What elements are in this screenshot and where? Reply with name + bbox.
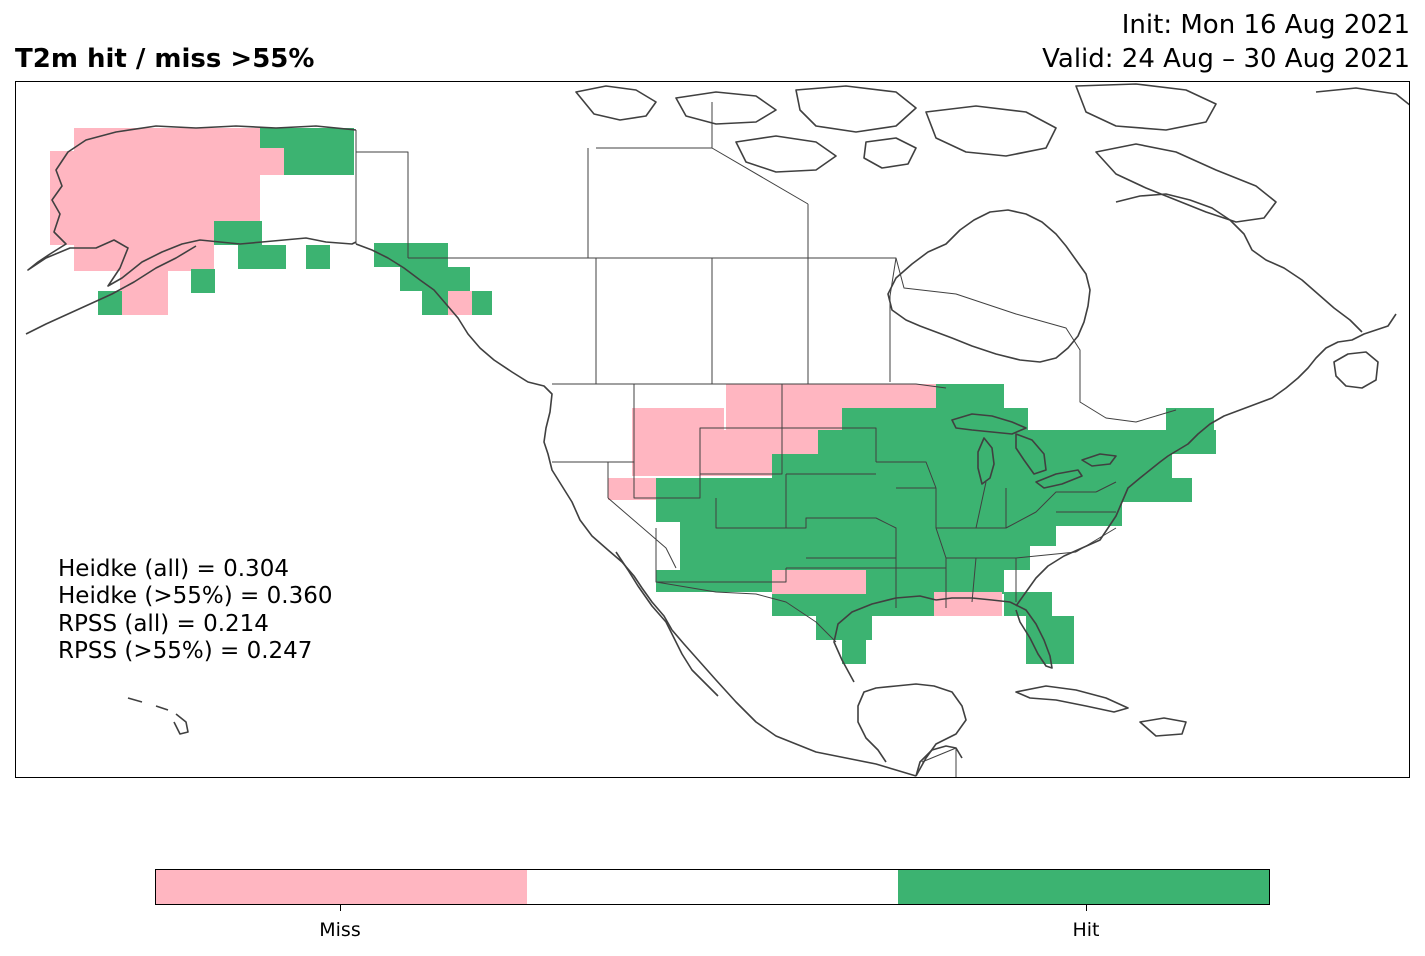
miss-cell	[50, 221, 74, 245]
bc-coast	[355, 243, 673, 631]
hit-cell	[1190, 430, 1214, 454]
gulf-coast	[857, 683, 967, 777]
miss-cell	[260, 148, 284, 175]
hit-cell	[191, 269, 215, 293]
hit-cell	[238, 245, 286, 269]
lake-erie	[1035, 469, 1083, 489]
colorbar-miss-segment	[156, 870, 527, 904]
coastlines-and-borders	[25, 83, 1409, 777]
hit-cell	[842, 640, 866, 664]
hit-cell	[656, 570, 772, 592]
us-canada-border	[408, 257, 1177, 423]
political-borders	[355, 102, 1177, 777]
arctic-island-4	[925, 105, 1057, 157]
colorbar-tick-miss	[340, 905, 341, 911]
hit-cell	[400, 267, 470, 291]
hit-cell	[956, 570, 1004, 594]
us-state-border-west	[552, 384, 877, 583]
mexico-border	[655, 581, 837, 643]
miss-cell	[632, 408, 724, 430]
hispaniola	[1139, 717, 1187, 737]
colorbar-hit-segment	[898, 870, 1269, 904]
miss-cell	[702, 430, 784, 476]
us-state-border-central	[786, 461, 976, 608]
lake-superior	[951, 413, 1027, 435]
arctic-island-6	[735, 135, 837, 173]
colorbar-tick-hit	[1086, 905, 1087, 911]
baffin-island	[1095, 143, 1277, 223]
hit-cell	[1166, 408, 1214, 432]
skill-scores: Heidke (all) = 0.304 Heidke (>55%) = 0.3…	[58, 556, 332, 665]
alaska-coast	[27, 125, 357, 287]
us-state-border-east	[946, 481, 1117, 603]
lake-michigan	[977, 437, 995, 485]
newfoundland	[1333, 351, 1379, 389]
arctic-island-2	[675, 91, 777, 125]
map-panel	[15, 81, 1410, 778]
central-america	[915, 745, 963, 777]
map-canvas	[25, 83, 1409, 777]
rpss-55: RPSS (>55%) = 0.247	[58, 637, 313, 664]
arctic-island-1	[575, 85, 657, 121]
lake-huron	[1015, 433, 1047, 475]
colorbar-neutral-segment	[527, 870, 898, 904]
hit-cell	[284, 148, 354, 175]
miss-cell	[632, 430, 702, 476]
lake-ontario	[1081, 453, 1117, 467]
canada-provinces	[595, 147, 897, 384]
arctic-island-7	[863, 137, 917, 169]
miss-cell	[120, 269, 168, 315]
central-america-borders	[921, 747, 957, 777]
arctic-island-5	[1075, 83, 1217, 131]
heidke-55: Heidke (>55%) = 0.360	[58, 583, 333, 610]
colorbar	[155, 869, 1270, 905]
miss-cell	[772, 570, 866, 594]
valid-range: Valid: 24 Aug – 30 Aug 2021	[1042, 44, 1410, 74]
cuba	[1015, 685, 1129, 713]
hit-cell	[680, 522, 1056, 546]
map-title: T2m hit / miss >55%	[15, 44, 315, 74]
hit-cell	[772, 592, 938, 616]
heidke-all: Heidke (all) = 0.304	[58, 556, 289, 582]
hit-cell	[816, 616, 872, 640]
alaska-peninsula	[25, 245, 197, 335]
canada-territories	[356, 102, 713, 258]
miss-cell	[934, 592, 1002, 616]
arctic-island-3	[795, 85, 917, 133]
east-coast	[1015, 313, 1397, 607]
mexico-pacific-coast	[671, 629, 917, 777]
hit-cell	[374, 243, 448, 267]
colorbar-label-miss: Miss	[319, 919, 361, 941]
init-date: Init: Mon 16 Aug 2021	[1121, 10, 1410, 40]
rpss-all: RPSS (all) = 0.214	[58, 610, 269, 637]
labrador-coast	[1115, 193, 1363, 333]
baja-coast	[615, 551, 719, 697]
miss-cell	[74, 128, 260, 221]
hit-cell	[214, 221, 262, 245]
hit-cell	[818, 430, 1078, 454]
arctic-island-8	[1315, 87, 1409, 106]
hit-cell	[260, 128, 354, 148]
hit-cell	[936, 408, 1028, 430]
texas-coast	[833, 595, 937, 683]
hit-cell	[936, 384, 1004, 408]
colorbar-label-hit: Hit	[1072, 919, 1100, 941]
florida-coast	[1009, 601, 1053, 669]
hit-cell	[306, 245, 330, 269]
us-canada-49th	[552, 383, 947, 389]
hawaii	[127, 697, 189, 735]
hudson-bay	[887, 209, 1091, 363]
miss-cell	[74, 221, 214, 271]
